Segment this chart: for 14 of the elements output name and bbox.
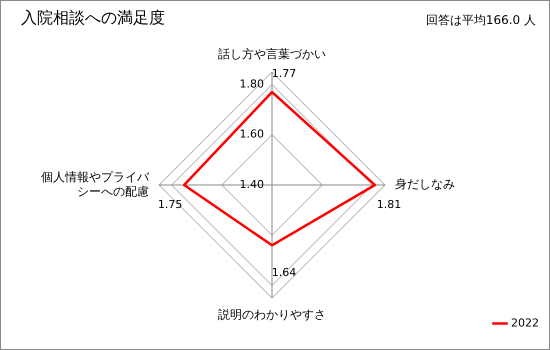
chart-title: 入院相談への満足度: [21, 8, 165, 27]
y-tick-label: 1.60: [240, 128, 264, 141]
data-label: 1.64: [272, 266, 296, 280]
spoke-label: 身だしなみ: [395, 177, 455, 192]
y-tick-label: 1.40: [240, 178, 264, 191]
spoke-label: 話し方や言葉づかい: [218, 46, 326, 61]
data-label: 1.75: [158, 198, 182, 211]
data-label: 1.77: [272, 66, 296, 80]
spoke-label: 説明のわかりやすさ: [218, 307, 326, 322]
y-tick-label: 1.80: [240, 77, 264, 90]
data-label: 1.81: [376, 198, 402, 211]
spoke-label: 個人情報やプライバシーへの配慮: [41, 170, 150, 198]
text: 回答は平均166.0 人: [426, 13, 536, 28]
legend-label: 2022: [511, 316, 540, 330]
